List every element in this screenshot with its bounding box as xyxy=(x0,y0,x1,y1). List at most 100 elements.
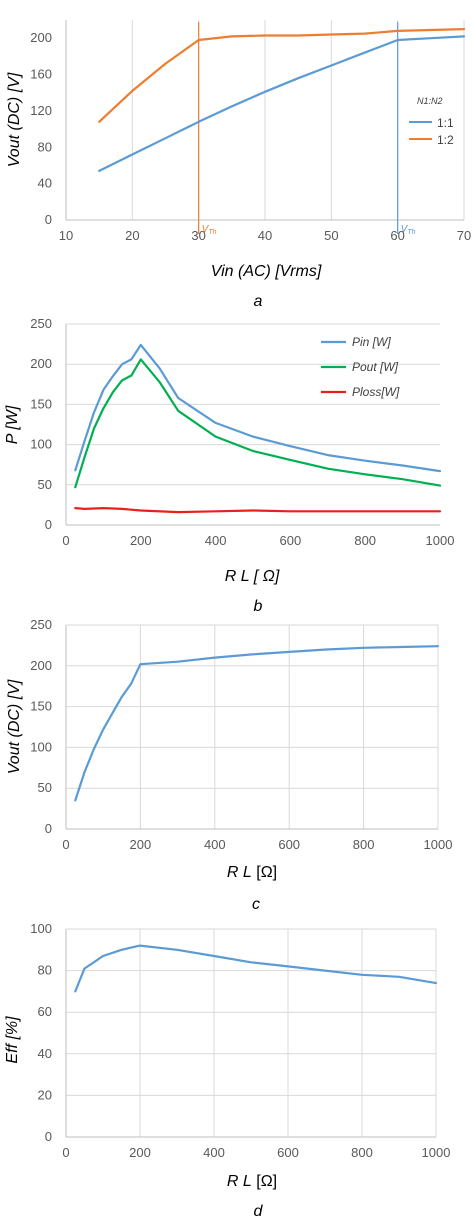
chart-b: 0 200 400 600 800 1000 0 50 100 150 200 250 R L [ … xyxy=(4,316,454,585)
x-tick-label: 400 xyxy=(203,1145,225,1160)
chart-c: 0 200 400 600 800 1000 0 50 100 150 200 250 R L [Ω… xyxy=(6,617,452,881)
chart-a-x-axis-label: Vin (AC) [Vrms] xyxy=(211,263,322,280)
chart-a-series xyxy=(98,28,466,172)
chart-b-legend-label-1: Pin [W] xyxy=(352,335,391,349)
x-tick-label: 400 xyxy=(204,837,226,852)
chart-b-x-ticks: 0 200 400 600 800 1000 xyxy=(62,533,454,548)
x-tick-label: 70 xyxy=(457,228,471,243)
chart-a-legend: N1:N2 1:1 1:2 xyxy=(409,96,454,147)
chart-b-x-axis-label: R L [ Ω] xyxy=(225,568,280,585)
x-tick-label: 1000 xyxy=(422,1145,451,1160)
chart-b-legend: Pin [W] Pout [W] Ploss[W] xyxy=(321,335,400,399)
chart-c-grid xyxy=(65,624,439,830)
y-tick-label: 80 xyxy=(38,963,52,978)
chart-a-y-axis-label: Vout (DC) [V] xyxy=(6,72,23,167)
y-tick-label: 50 xyxy=(38,477,52,492)
y-tick-label: 100 xyxy=(30,437,52,452)
y-tick-label: 0 xyxy=(45,1129,52,1144)
y-tick-label: 0 xyxy=(45,821,52,836)
threshold-label: VTh xyxy=(202,224,217,236)
series-line-1 xyxy=(74,645,440,802)
x-tick-label: 200 xyxy=(129,1145,151,1160)
chart-d-x-axis-label: R L [Ω] xyxy=(227,1173,277,1190)
panel-label-c: c xyxy=(252,896,260,913)
y-tick-label: 150 xyxy=(30,699,52,714)
chart-b-legend-label-3: Ploss[W] xyxy=(352,385,400,399)
y-tick-label: 40 xyxy=(38,176,52,191)
chart-a: VTh VTh 10 20 30 40 50 60 70 0 40 80 120 160 200 Vin… xyxy=(6,20,471,280)
x-tick-label: 1000 xyxy=(424,837,453,852)
x-tick-label: 0 xyxy=(62,533,69,548)
chart-d-y-axis-label: Eff [%] xyxy=(4,1016,21,1064)
y-tick-label: 200 xyxy=(30,658,52,673)
x-tick-label: 800 xyxy=(351,1145,373,1160)
chart-c-x-ticks: 0 200 400 600 800 1000 xyxy=(62,837,452,852)
chart-d: 0 200 400 600 800 1000 0 20 40 60 80 100 R L [Ω] E… xyxy=(4,921,450,1190)
y-tick-label: 20 xyxy=(38,1087,52,1102)
chart-a-legend-label-2: 1:2 xyxy=(437,133,454,147)
x-tick-label: 200 xyxy=(130,533,152,548)
chart-c-y-ticks: 0 50 100 150 200 250 xyxy=(30,617,52,836)
series-line-1 xyxy=(74,343,442,473)
x-tick-label: 40 xyxy=(258,228,272,243)
x-tick-label: 60 xyxy=(390,228,404,243)
chart-a-grid xyxy=(65,20,465,221)
x-tick-label: 600 xyxy=(280,533,302,548)
chart-a-x-ticks: 10 20 30 40 50 60 70 xyxy=(59,228,471,243)
y-tick-label: 120 xyxy=(30,103,52,118)
chart-c-series xyxy=(74,645,440,802)
x-tick-label: 200 xyxy=(130,837,152,852)
y-tick-label: 250 xyxy=(30,316,52,331)
y-tick-label: 60 xyxy=(38,1004,52,1019)
y-tick-label: 100 xyxy=(30,739,52,754)
y-tick-label: 40 xyxy=(38,1046,52,1061)
chart-b-grid xyxy=(65,323,440,526)
chart-a-y-ticks: 0 40 80 120 160 200 xyxy=(30,30,52,227)
chart-b-y-axis-label: P [W] xyxy=(4,405,21,444)
chart-c-y-axis-label: Vout (DC) [V] xyxy=(6,679,23,774)
chart-b-series xyxy=(74,343,442,514)
series-line-3 xyxy=(74,507,442,514)
y-tick-label: 50 xyxy=(38,780,52,795)
chart-a-legend-label-1: 1:1 xyxy=(437,116,454,130)
y-tick-label: 200 xyxy=(30,356,52,371)
x-tick-label: 400 xyxy=(205,533,227,548)
x-tick-label: 1000 xyxy=(426,533,455,548)
chart-a-threshold-lines: VTh VTh xyxy=(198,22,416,236)
x-tick-label: 800 xyxy=(354,533,376,548)
x-tick-label: 0 xyxy=(62,837,69,852)
x-tick-label: 0 xyxy=(62,1145,69,1160)
y-tick-label: 200 xyxy=(30,30,52,45)
chart-c-x-axis-label: R L [Ω] xyxy=(227,864,277,881)
y-tick-label: 150 xyxy=(30,396,52,411)
panel-label-a: a xyxy=(254,293,263,310)
panel-label-b: b xyxy=(254,598,263,615)
chart-a-legend-title: N1:N2 xyxy=(417,96,443,106)
threshold-label: VTh xyxy=(401,224,416,236)
y-tick-label: 100 xyxy=(30,921,52,936)
x-tick-label: 30 xyxy=(191,228,205,243)
chart-b-legend-label-2: Pout [W] xyxy=(352,360,399,374)
series-line-1 xyxy=(98,35,466,172)
chart-d-series xyxy=(74,944,438,993)
chart-d-x-ticks: 0 200 400 600 800 1000 xyxy=(62,1145,450,1160)
series-line-2 xyxy=(98,28,466,123)
y-tick-label: 80 xyxy=(38,139,52,154)
series-line-2 xyxy=(74,358,442,489)
y-tick-label: 0 xyxy=(45,212,52,227)
chart-b-y-ticks: 0 50 100 150 200 250 xyxy=(30,316,52,532)
panel-label-d: d xyxy=(254,1203,264,1220)
x-tick-label: 600 xyxy=(278,837,300,852)
chart-d-grid xyxy=(65,928,437,1138)
x-tick-label: 10 xyxy=(59,228,73,243)
x-tick-label: 50 xyxy=(324,228,338,243)
y-tick-label: 160 xyxy=(30,67,52,82)
x-tick-label: 600 xyxy=(277,1145,299,1160)
series-line-1 xyxy=(74,944,438,993)
x-tick-label: 20 xyxy=(125,228,139,243)
chart-d-y-ticks: 0 20 40 60 80 100 xyxy=(30,921,52,1144)
y-tick-label: 250 xyxy=(30,617,52,632)
x-tick-label: 800 xyxy=(353,837,375,852)
y-tick-label: 0 xyxy=(45,517,52,532)
